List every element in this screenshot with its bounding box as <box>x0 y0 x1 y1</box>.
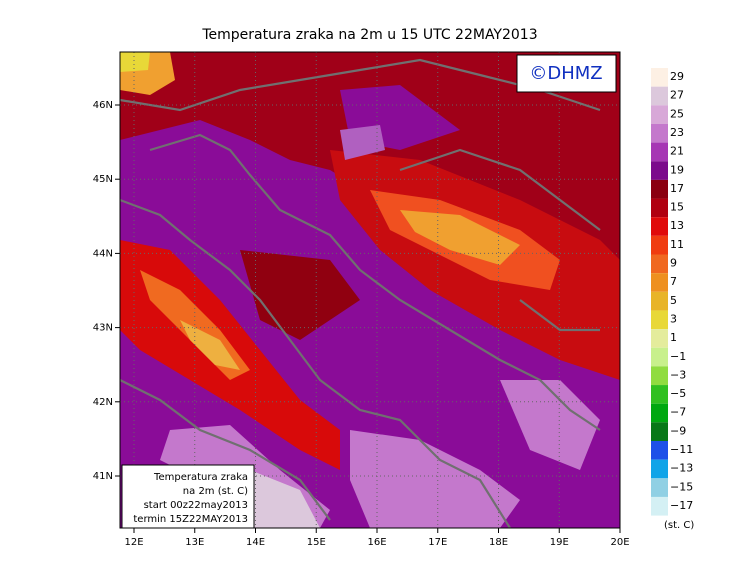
colorbar-swatch <box>651 68 668 87</box>
colorbar-swatch <box>651 273 668 292</box>
logo-box <box>516 54 617 93</box>
colorbar-swatch <box>651 198 668 218</box>
colorbar-swatch <box>651 254 668 274</box>
title: Temperatura zraka na 2m u 15 UTC 22MAY20… <box>201 27 537 43</box>
colorbar-label: 17 <box>670 182 684 195</box>
colorbar-label: −7 <box>670 406 686 419</box>
info-line: Temperatura zraka <box>153 472 248 483</box>
colorbar-swatch <box>651 366 668 386</box>
colorbar-label: 19 <box>670 163 684 176</box>
colorbar-swatch <box>651 459 668 479</box>
colorbar-swatch <box>651 347 668 367</box>
lon-tick-label: 13E <box>185 537 204 548</box>
colorbar-label: 25 <box>670 107 684 120</box>
colorbar-label: 9 <box>670 257 677 270</box>
colorbar-unit: (st. C) <box>664 520 694 531</box>
colorbar-label: 7 <box>670 275 677 288</box>
lon-tick-label: 15E <box>307 537 326 548</box>
colorbar-swatch <box>651 105 668 124</box>
info-line: start 00z22may2013 <box>144 500 248 511</box>
info-text: Temperatura zraka na 2m (st. C) start 00z2… <box>133 472 248 525</box>
logo: ©DHMZ <box>529 63 602 84</box>
colorbar-label: −17 <box>670 499 693 512</box>
colorbar-swatch <box>651 496 668 516</box>
colorbar-swatch <box>651 217 668 236</box>
info-line: na 2m (st. C) <box>183 486 248 497</box>
colorbar-label: 15 <box>670 201 684 214</box>
colorbar-swatch <box>651 385 668 404</box>
colorbar-swatch <box>651 161 668 180</box>
colorbar-label: 23 <box>670 126 684 139</box>
colorbar-label: −5 <box>670 387 686 400</box>
colorbar-swatch <box>651 86 668 106</box>
lon-tick-label: 19E <box>550 537 569 548</box>
lon-tick-label: 18E <box>489 537 508 548</box>
lat-tick-label: 42N <box>93 397 113 408</box>
colorbar-label: −1 <box>670 350 686 363</box>
lat-tick-label: 46N <box>93 100 113 111</box>
colorbar-swatch <box>651 235 668 255</box>
colorbar-label: 27 <box>670 89 684 102</box>
lat-tick-label: 44N <box>93 248 113 259</box>
info-line: termin 15Z22MAY2013 <box>133 514 248 525</box>
colorbar-label: 29 <box>670 70 684 83</box>
colorbar-label: 13 <box>670 219 684 232</box>
colorbar-swatch <box>651 123 668 143</box>
colorbar-swatch <box>651 403 668 423</box>
lat-tick-label: 43N <box>93 323 113 334</box>
colorbar-label: 3 <box>670 312 677 325</box>
colorbar-label: −9 <box>670 424 686 437</box>
lon-tick-label: 12E <box>124 537 143 548</box>
colorbar-swatch <box>651 291 668 311</box>
lon-tick-label: 16E <box>367 537 386 548</box>
graticule <box>115 52 621 533</box>
colorbar-swatch <box>651 422 668 441</box>
lon-tick-label: 14E <box>246 537 265 548</box>
info-box <box>121 464 255 529</box>
colorbar-label: −13 <box>670 462 693 475</box>
colorbar-swatch <box>651 441 668 460</box>
colorbar-swatch <box>651 142 668 162</box>
colorbar-label: −11 <box>670 443 693 456</box>
colorbar-label: −3 <box>670 368 686 381</box>
colorbar: 29 27 25 23 21 19 17 15 13 11 9 7 5 3 1 −1 −3 −5 −7 −9 −11 −1… <box>651 68 694 531</box>
lat-tick-label: 45N <box>93 174 113 185</box>
colorbar-label: 11 <box>670 238 684 251</box>
lat-tick-label: 41N <box>93 471 113 482</box>
colorbar-swatch <box>651 310 668 330</box>
temperature-field <box>120 52 620 528</box>
map-frame <box>119 51 621 529</box>
lon-tick-label: 17E <box>428 537 447 548</box>
colorbar-swatch <box>651 179 668 199</box>
colorbar-label: 1 <box>670 331 677 344</box>
colorbar-swatch <box>651 329 668 348</box>
colorbar-label: 5 <box>670 294 677 307</box>
colorbar-label: 21 <box>670 145 684 158</box>
colorbar-swatch <box>651 478 668 497</box>
lon-tick-label: 20E <box>610 537 629 548</box>
colorbar-label: −15 <box>670 480 693 493</box>
